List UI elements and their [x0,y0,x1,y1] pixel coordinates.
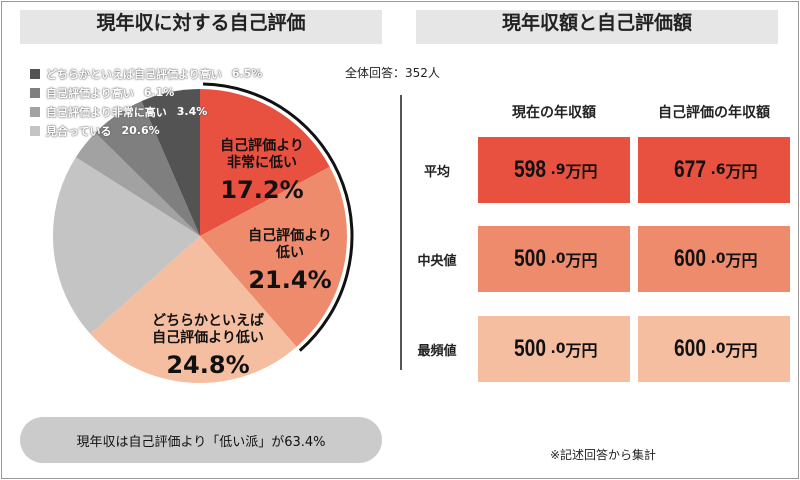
value-integer: 598 [514,156,547,183]
legend-swatch [30,106,40,117]
slice-label: 自己評価より低い [152,329,264,346]
slice-percent: 21.4% [248,266,331,294]
value-cell: 500.0 万円 [478,226,630,292]
legend-label: どちらかといえば自己評価より高い [46,67,222,81]
legend: どちらかといえば自己評価より高い 6.5% 自己評価より高い 6.1% 自己評価より非常… [30,64,262,140]
legend-percent: 6.1% [143,86,175,99]
slice-percent: 24.8% [166,351,249,379]
column-header: 現在の年収額 [512,105,596,121]
left-section-title: 現年収に対する自己評価 [20,10,382,44]
value-integer: 500 [514,245,547,272]
pie-slice [53,157,200,334]
legend-percent: 20.6% [121,124,160,137]
legend-item: 自己評価より高い 6.1% [30,83,262,102]
value-decimal: .0 [710,251,726,267]
right-section-title: 現年収額と自己評価額 [416,10,778,44]
pie-chart: 自己評価より非常に低い17.2%自己評価より低い21.4%どちらかといえば自己評… [53,82,354,383]
pie-slice [141,89,200,236]
value-decimal: .0 [550,341,566,357]
value-unit: 万円 [565,251,598,270]
value-cell: 600.0 万円 [638,316,790,382]
legend-label: 見合っている [46,124,112,138]
summary-banner: 現年収は自己評価より「低い派」が63.4% [20,417,382,463]
highlight-arc [203,82,354,352]
pie-slice [90,236,297,383]
legend-item: 見合っている 20.6% [30,121,262,140]
value-unit: 万円 [725,341,758,360]
row-header: 最頻値 [417,344,457,359]
value-integer: 600 [674,335,707,362]
legend-label: 自己評価より非常に高い [46,105,167,119]
pie-slice [200,89,330,236]
value-unit: 万円 [565,162,598,181]
legend-item: 自己評価より非常に高い 3.4% [30,102,262,121]
slice-label: 自己評価より [220,137,304,154]
row-header: 平均 [423,165,450,180]
value-cell: 500.0 万円 [478,316,630,382]
value-decimal: .0 [710,341,726,357]
value-decimal: .6 [710,162,726,178]
value-cell: 598.9 万円 [478,137,630,203]
slice-label: 非常に低い [227,154,297,171]
legend-item: どちらかといえば自己評価より高い 6.5% [30,64,262,83]
total-respondents: 全体回答：352人 [345,66,440,80]
column-header: 自己評価の年収額 [658,105,770,121]
value-decimal: .0 [550,251,566,267]
footnote: ※記述回答から集計 [550,448,657,462]
pie-slice [75,132,200,236]
value-unit: 万円 [725,251,758,270]
slice-label: 低い [275,244,304,261]
legend-percent: 6.5% [231,67,263,80]
slice-percent: 17.2% [220,176,303,204]
value-integer: 677 [674,156,707,183]
value-cell: 677.6 万円 [638,137,790,203]
legend-swatch [30,125,40,136]
legend-swatch [30,68,40,79]
pie-slice [95,101,200,236]
divider [400,95,402,370]
value-unit: 万円 [725,162,758,181]
value-integer: 500 [514,335,547,362]
value-decimal: .9 [550,162,566,178]
pie-slice [200,166,347,347]
legend-swatch [30,87,40,98]
value-integer: 600 [674,245,707,272]
value-cell: 600.0 万円 [638,226,790,292]
legend-percent: 3.4% [176,105,208,118]
value-unit: 万円 [565,341,598,360]
slice-label: どちらかといえば [152,313,264,329]
row-header: 中央値 [417,254,457,269]
summary-text: 現年収は自己評価より「低い派」が63.4% [76,434,326,450]
slice-label: 自己評価より [248,227,332,244]
legend-label: 自己評価より高い [46,86,134,100]
